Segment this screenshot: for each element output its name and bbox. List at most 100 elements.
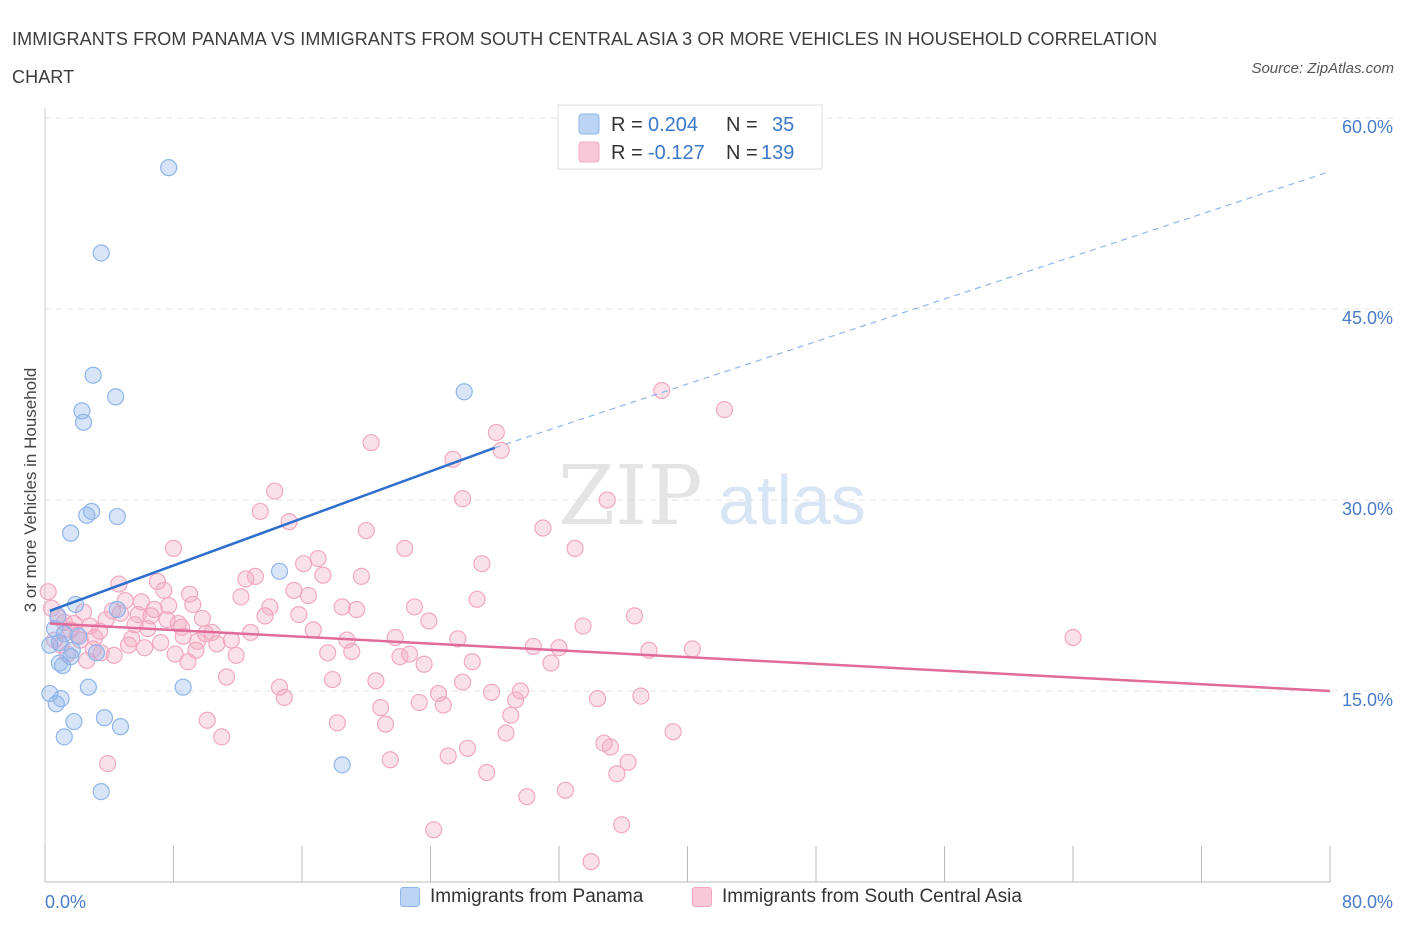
y-tick-label: 30.0% [1342, 499, 1393, 519]
legend-label-sca: Immigrants from South Central Asia [722, 886, 1022, 907]
point-panama [62, 524, 80, 542]
stats-r-label-panama: R = [611, 114, 643, 136]
point-panama [50, 654, 69, 672]
point-panama [55, 625, 73, 643]
stats-r-value-sca: -0.127 [648, 142, 705, 164]
point-south-central-asia [566, 539, 584, 557]
point-panama [63, 641, 81, 659]
point-south-central-asia [166, 645, 184, 663]
point-panama [50, 634, 69, 652]
point-south-central-asia [550, 639, 568, 657]
point-south-central-asia [357, 521, 375, 540]
watermark-atlas: atlas [718, 461, 866, 539]
point-south-central-asia [420, 612, 438, 630]
watermark-zip: ZIP [558, 449, 703, 544]
point-panama [84, 366, 102, 384]
point-south-central-asia [376, 715, 395, 733]
point-panama [92, 244, 110, 262]
point-south-central-asia [482, 683, 501, 701]
legend-swatch-panama [400, 887, 420, 907]
point-south-central-asia [454, 673, 472, 691]
y-tick-label: 45.0% [1342, 308, 1393, 328]
point-south-central-asia [362, 434, 380, 452]
point-south-central-asia [625, 607, 644, 625]
point-south-central-asia [502, 706, 520, 724]
point-panama [47, 695, 65, 713]
point-south-central-asia [401, 645, 419, 663]
point-south-central-asia [304, 621, 322, 639]
point-south-central-asia [251, 502, 269, 521]
point-panama [92, 782, 110, 801]
point-south-central-asia [598, 491, 616, 509]
point-south-central-asia [613, 816, 631, 834]
point-south-central-asia [237, 570, 255, 588]
point-south-central-asia [473, 555, 491, 573]
point-south-central-asia [132, 593, 150, 611]
point-south-central-asia [148, 572, 167, 591]
point-south-central-asia [601, 738, 620, 756]
point-south-central-asia [632, 687, 650, 705]
point-south-central-asia [511, 682, 530, 700]
trend-lines [49, 170, 1331, 693]
point-south-central-asia [619, 753, 637, 771]
point-south-central-asia [246, 567, 265, 586]
point-south-central-asia [39, 583, 57, 601]
stats-n-label-sca: N = [726, 142, 758, 164]
point-south-central-asia [129, 605, 147, 624]
point-panama [108, 600, 126, 619]
point-south-central-asia [333, 598, 351, 616]
point-south-central-asia [478, 763, 496, 782]
point-south-central-asia [227, 646, 245, 664]
point-south-central-asia [574, 617, 592, 635]
point-south-central-asia [439, 747, 457, 765]
point-south-central-asia [295, 555, 313, 573]
x-tick-label: 80.0% [1342, 892, 1393, 912]
point-south-central-asia [381, 751, 399, 769]
stats-swatch-sca [578, 141, 600, 163]
legend-label-panama: Immigrants from Panama [430, 886, 644, 907]
tick-labels: 15.0% 30.0% 45.0% 60.0% 0.0% 80.0% [45, 117, 1393, 912]
point-south-central-asia [172, 618, 191, 636]
point-south-central-asia [405, 598, 424, 616]
point-south-central-asia [193, 609, 212, 628]
point-south-central-asia [328, 714, 346, 732]
trend-line-panama [49, 446, 496, 612]
point-south-central-asia [518, 788, 536, 806]
stats-r-value-panama: 0.204 [648, 114, 698, 136]
point-south-central-asia [270, 678, 289, 696]
point-south-central-asia [556, 781, 575, 799]
axes [44, 108, 1331, 883]
point-south-central-asia [197, 625, 215, 643]
point-south-central-asia [266, 482, 284, 500]
stats-legend: R = 0.204 N = 35 R = -0.127 N = 139 [557, 104, 823, 170]
point-south-central-asia [285, 581, 303, 600]
point-south-central-asia [261, 598, 279, 616]
point-south-central-asia [92, 644, 110, 662]
point-south-central-asia [299, 586, 318, 605]
point-south-central-asia [314, 566, 332, 584]
point-panama [65, 712, 83, 731]
legend-swatch-sca [692, 887, 712, 907]
point-south-central-asia [155, 581, 173, 600]
point-south-central-asia [463, 653, 481, 671]
point-panama [111, 718, 130, 736]
point-south-central-asia [217, 668, 236, 686]
point-south-central-asia [664, 723, 682, 741]
point-south-central-asia [487, 423, 505, 442]
point-south-central-asia [608, 765, 626, 783]
point-south-central-asia [309, 549, 327, 568]
point-panama [54, 656, 72, 675]
point-south-central-asia [242, 623, 260, 642]
point-south-central-asia [232, 588, 250, 606]
point-south-central-asia [323, 670, 342, 689]
point-panama [95, 709, 114, 727]
stats-legend-box [557, 104, 823, 170]
point-south-central-asia [653, 381, 671, 400]
point-south-central-asia [391, 648, 409, 666]
point-panama [78, 506, 96, 524]
stats-n-value-panama: 35 [772, 114, 794, 136]
point-south-central-asia [715, 400, 734, 419]
point-south-central-asia [343, 642, 361, 661]
point-south-central-asia [198, 711, 216, 729]
point-south-central-asia [275, 688, 293, 706]
